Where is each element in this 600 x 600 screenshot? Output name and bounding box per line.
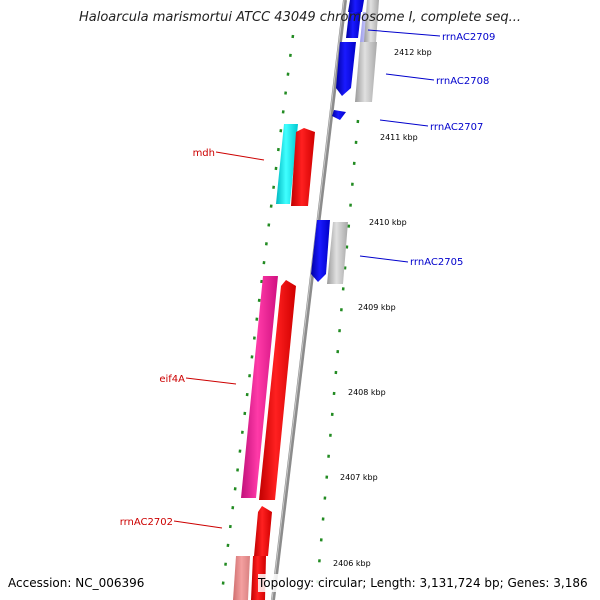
- tick-label-2409: 2409 kbp: [358, 303, 396, 312]
- gene-label-rrnAC2705[interactable]: rrnAC2705: [410, 257, 463, 268]
- gene-label-eif4A[interactable]: eif4A: [159, 374, 185, 385]
- gene-label-mdh[interactable]: mdh: [193, 148, 215, 159]
- callout-rrnAC2709: [367, 29, 441, 37]
- map-title: Haloarcula marismortui ATCC 43049 chromo…: [79, 10, 521, 25]
- tick-label-2412: 2412 kbp: [394, 48, 432, 57]
- topology-label: Topology: circular; Length: 3,131,724 bp…: [258, 574, 588, 592]
- gene-label-rrnAC2707[interactable]: rrnAC2707: [430, 122, 483, 133]
- inner-ring-track: [314, 119, 360, 600]
- callout-mdh: [215, 151, 265, 161]
- callout-eif4A: [185, 377, 237, 385]
- genome-backbone: [271, 0, 347, 600]
- genome-backbone-highlight: [271, 0, 345, 600]
- gene-rrnAC2705[interactable]: [311, 220, 348, 284]
- gene-label-rrnAC2709[interactable]: rrnAC2709: [442, 32, 495, 43]
- gene-eif4A[interactable]: [241, 276, 296, 500]
- gene-rrnAC2702[interactable]: [254, 506, 272, 556]
- tick-label-2411: 2411 kbp: [380, 133, 418, 142]
- callout-rrnAC2708: [385, 73, 435, 81]
- gene-label-rrnAC2708[interactable]: rrnAC2708: [436, 76, 489, 87]
- tick-label-2407: 2407 kbp: [340, 473, 378, 482]
- tick-label-2406: 2406 kbp: [333, 559, 371, 568]
- accession-label: Accession: NC_006396: [8, 574, 145, 592]
- callout-rrnAC2702: [173, 520, 223, 529]
- callout-rrnAC2705: [359, 255, 409, 263]
- gene-rrnAC2709[interactable]: [346, 0, 379, 42]
- gene-rrnAC2707[interactable]: [332, 110, 346, 120]
- gene-label-rrnAC2702[interactable]: rrnAC2702: [120, 517, 173, 528]
- tick-label-2410: 2410 kbp: [369, 218, 407, 227]
- gene-rrnAC2708[interactable]: [336, 42, 377, 102]
- tick-label-2408: 2408 kbp: [348, 388, 386, 397]
- callout-rrnAC2707: [379, 119, 429, 127]
- gene-mdh[interactable]: [276, 124, 315, 206]
